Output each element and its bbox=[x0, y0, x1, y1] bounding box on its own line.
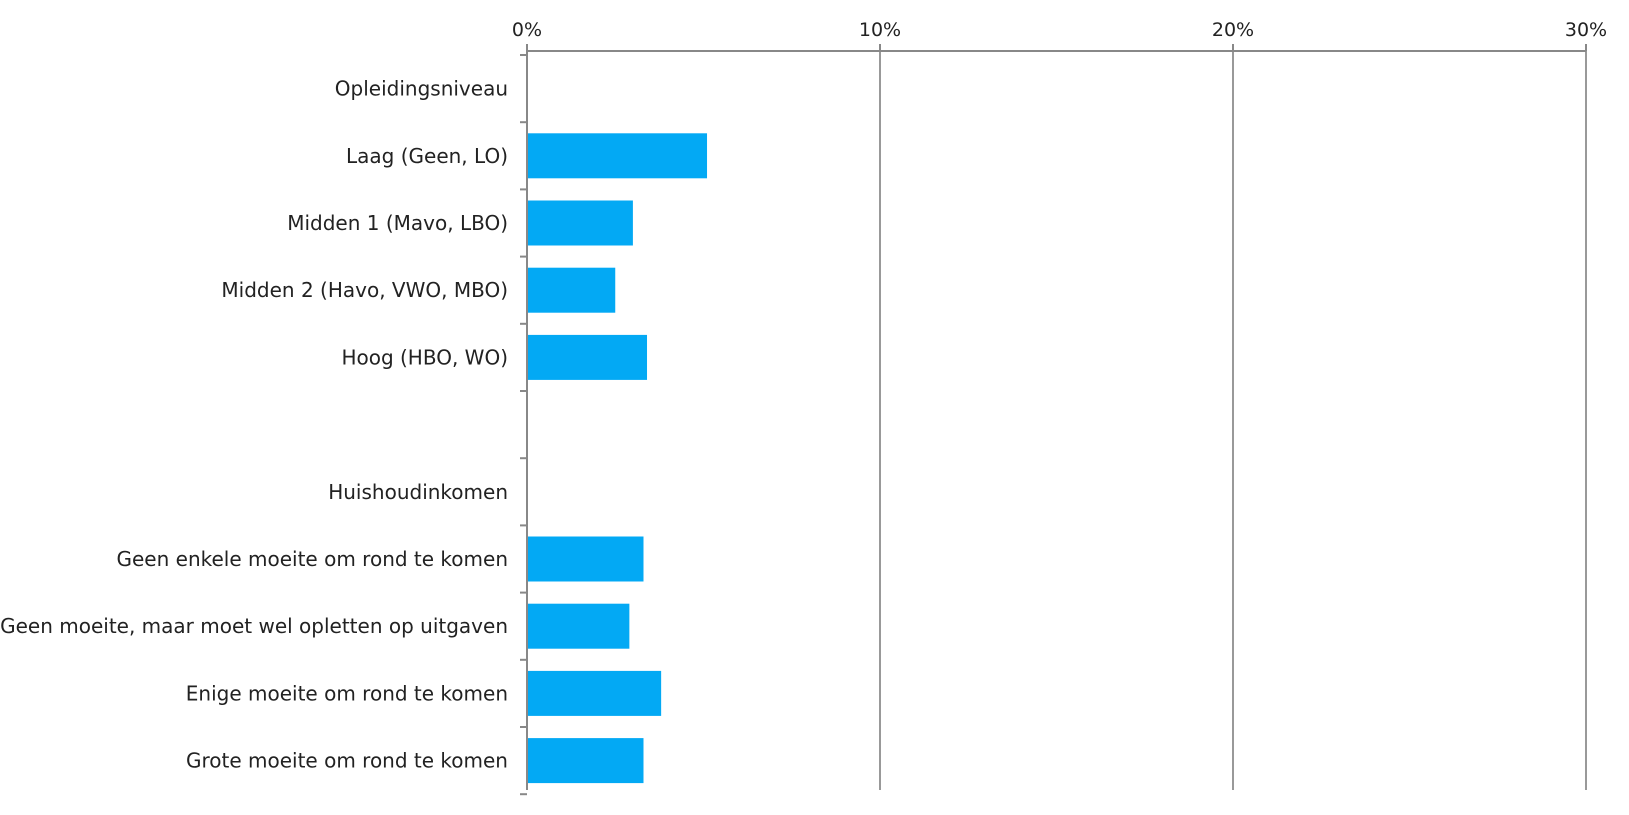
x-tick-label: 20% bbox=[1212, 19, 1254, 41]
category-label: Grote moeite om rond te komen bbox=[186, 749, 508, 773]
labels: 0% 10% 20% 30% Opleidingsniveau Laag (Geen, L… bbox=[0, 19, 1607, 773]
bar bbox=[528, 603, 630, 649]
bar bbox=[528, 334, 648, 380]
x-tick-label: 30% bbox=[1565, 19, 1607, 41]
category-label: Laag (Geen, LO) bbox=[346, 144, 508, 168]
bar bbox=[528, 536, 644, 582]
category-label: Huishoudinkomen bbox=[328, 480, 508, 504]
category-label: Geen moeite, maar moet wel opletten op u… bbox=[0, 614, 508, 638]
bar bbox=[528, 200, 633, 246]
axes bbox=[520, 44, 1587, 796]
category-label: Midden 1 (Mavo, LBO) bbox=[287, 211, 508, 235]
x-tick-label: 0% bbox=[512, 19, 542, 41]
bar bbox=[528, 133, 708, 179]
category-label: Opleidingsniveau bbox=[335, 77, 508, 101]
category-label: Enige moeite om rond te komen bbox=[186, 681, 508, 705]
x-tick-label: 10% bbox=[859, 19, 901, 41]
bars bbox=[528, 133, 708, 784]
category-label: Midden 2 (Havo, VWO, MBO) bbox=[221, 278, 508, 302]
category-label: Geen enkele moeite om rond te komen bbox=[117, 547, 509, 571]
category-label: Hoog (HBO, WO) bbox=[341, 345, 508, 369]
gridlines bbox=[879, 51, 1587, 790]
bar bbox=[528, 267, 616, 313]
bar bbox=[528, 738, 644, 784]
bar bbox=[528, 670, 662, 716]
